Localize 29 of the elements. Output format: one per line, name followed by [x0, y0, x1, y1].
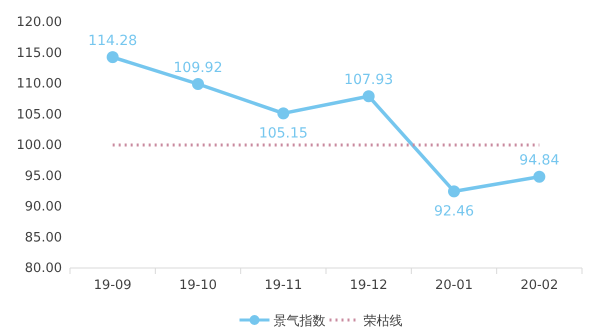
x-tick-label: 19-12	[350, 278, 388, 294]
x-tick-label: 20-01	[435, 278, 473, 294]
y-tick-label: 90.00	[24, 200, 62, 215]
point	[192, 78, 204, 90]
y-tick-label: 110.00	[16, 76, 62, 92]
y-tick-label: 80.00	[24, 261, 62, 276]
data-label: 105.15	[258, 125, 308, 142]
data-label: 92.46	[434, 203, 474, 220]
legend-label: 景气指数	[274, 314, 326, 329]
x-tick-label: 19-10	[179, 278, 217, 294]
y-tick-label: 120.00	[16, 15, 62, 30]
y-tick-label: 105.00	[16, 107, 62, 122]
point	[448, 185, 460, 198]
data-label: 109.92	[174, 60, 222, 76]
x-tick-label: 19-09	[94, 278, 132, 294]
point	[533, 170, 546, 183]
y-tick-label: 95.00	[24, 168, 62, 184]
data-label: 107.93	[344, 72, 394, 88]
point	[106, 51, 119, 64]
data-label: 94.84	[519, 152, 560, 169]
y-tick-label: 100.00	[16, 138, 62, 154]
y-tick-label: 85.00	[24, 230, 62, 246]
legend-label: 荣枯线	[364, 314, 402, 329]
data-label: 114.28	[88, 33, 138, 50]
x-tick-label: 19-11	[264, 278, 302, 294]
point	[362, 90, 375, 102]
point	[277, 107, 290, 120]
y-tick-label: 115.00	[16, 46, 62, 61]
x-tick-label: 20-02	[520, 278, 558, 294]
